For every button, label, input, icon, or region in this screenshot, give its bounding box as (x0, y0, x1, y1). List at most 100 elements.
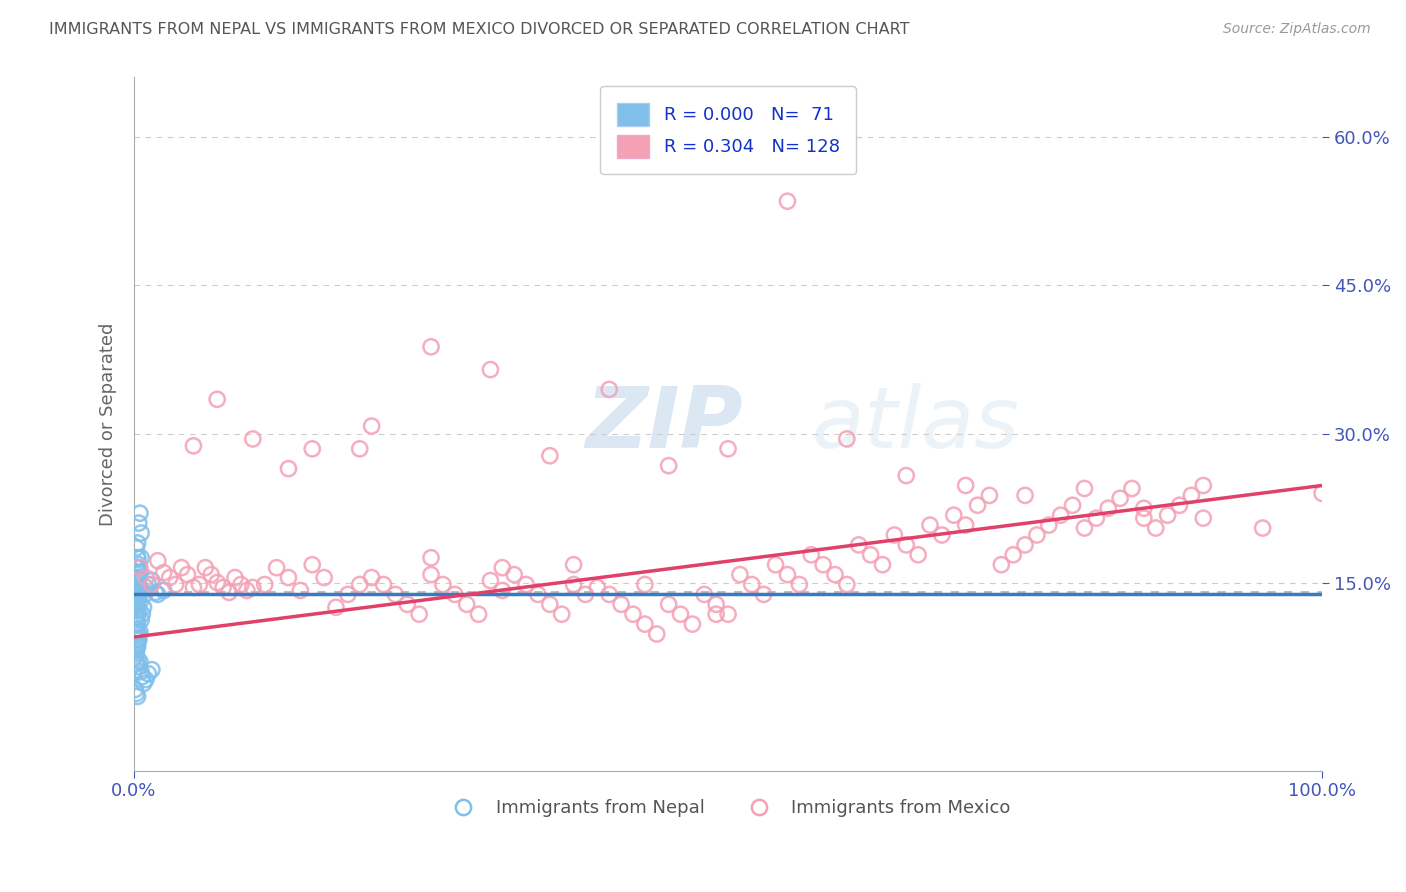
Point (141, 663, 163, 677)
Point (883, 528, 905, 542)
Point (131, 607, 153, 622)
Point (479, 574, 502, 588)
Point (1192, 478, 1215, 492)
Point (145, 585, 167, 599)
Point (1310, 486, 1333, 500)
Point (129, 550, 152, 565)
Point (128, 632, 150, 647)
Point (621, 607, 644, 622)
Point (205, 575, 228, 590)
Point (800, 548, 823, 562)
Point (127, 550, 149, 565)
Point (443, 587, 465, 601)
Point (301, 558, 323, 572)
Text: Source: ZipAtlas.com: Source: ZipAtlas.com (1223, 22, 1371, 37)
Point (1133, 511, 1156, 525)
Point (1097, 501, 1119, 516)
Point (610, 597, 633, 611)
Point (1192, 511, 1215, 525)
Point (266, 560, 288, 574)
Point (562, 558, 585, 572)
Point (141, 574, 163, 588)
Point (717, 607, 740, 622)
Point (693, 587, 716, 601)
Point (384, 587, 406, 601)
Point (1109, 491, 1132, 506)
Point (301, 442, 323, 456)
Point (586, 581, 609, 595)
Point (125, 597, 148, 611)
Point (1133, 501, 1156, 516)
Point (538, 597, 561, 611)
Point (125, 591, 148, 605)
Point (848, 538, 870, 552)
Point (491, 560, 513, 574)
Point (135, 571, 157, 585)
Point (128, 516, 150, 530)
Point (129, 625, 152, 640)
Point (277, 461, 299, 475)
Point (134, 587, 156, 601)
Point (1180, 488, 1202, 502)
Point (551, 607, 574, 622)
Point (1251, 521, 1274, 535)
Point (128, 591, 150, 605)
Point (127, 593, 149, 607)
Point (824, 567, 846, 582)
Point (129, 655, 152, 669)
Point (1085, 511, 1108, 525)
Point (966, 498, 988, 512)
Point (1073, 482, 1095, 496)
Point (658, 458, 681, 473)
Point (645, 627, 668, 641)
Point (125, 571, 148, 585)
Point (183, 439, 205, 453)
Point (314, 571, 336, 585)
Point (574, 587, 596, 601)
Point (125, 560, 148, 574)
Point (242, 581, 264, 595)
Point (325, 600, 347, 615)
Point (765, 558, 787, 572)
Point (136, 666, 159, 681)
Point (125, 623, 148, 637)
Point (136, 577, 159, 591)
Point (129, 581, 152, 595)
Point (1168, 498, 1191, 512)
Point (562, 577, 585, 591)
Point (1121, 482, 1143, 496)
Point (1049, 508, 1071, 523)
Point (128, 627, 150, 641)
Point (598, 383, 620, 397)
Point (872, 558, 894, 572)
Point (349, 442, 371, 456)
Point (127, 581, 149, 595)
Legend: Immigrants from Nepal, Immigrants from Mexico: Immigrants from Nepal, Immigrants from M… (439, 791, 1018, 824)
Point (125, 571, 148, 585)
Point (704, 607, 727, 622)
Point (127, 600, 149, 615)
Point (224, 571, 246, 585)
Point (124, 574, 146, 588)
Point (598, 587, 620, 601)
Point (128, 603, 150, 617)
Point (165, 577, 187, 591)
Point (467, 607, 489, 622)
Point (835, 432, 858, 446)
Point (132, 600, 155, 615)
Text: atlas: atlas (811, 383, 1019, 466)
Point (741, 577, 763, 591)
Point (420, 550, 443, 565)
Point (349, 577, 371, 591)
Point (776, 567, 799, 582)
Point (859, 548, 882, 562)
Point (127, 653, 149, 667)
Point (290, 583, 312, 598)
Point (835, 577, 858, 591)
Point (159, 571, 181, 585)
Point (129, 566, 152, 580)
Point (990, 558, 1012, 572)
Point (538, 449, 561, 463)
Point (658, 597, 681, 611)
Point (373, 577, 395, 591)
